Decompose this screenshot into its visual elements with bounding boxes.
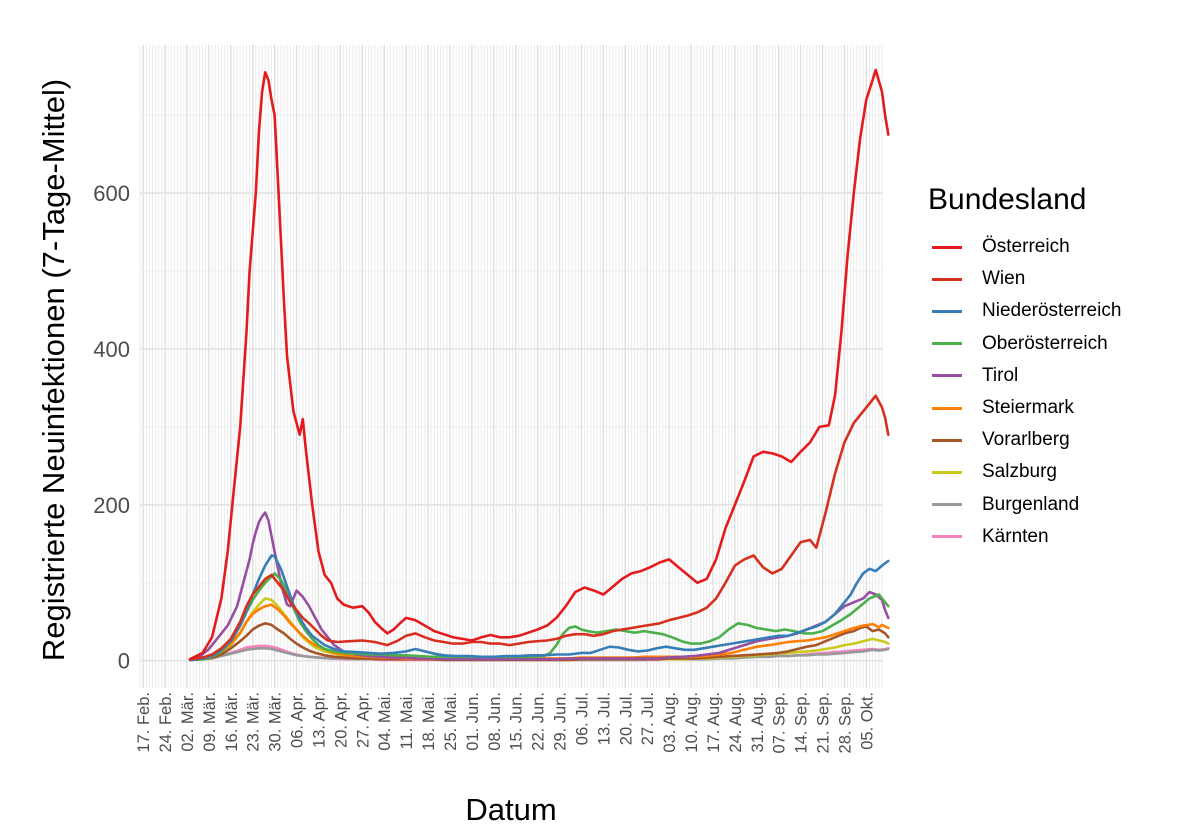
legend-label: Kärnten	[982, 525, 1049, 547]
x-tick-label: 06. Apr.	[289, 692, 307, 748]
x-tick-label: 04. Mai.	[376, 692, 394, 751]
legend-swatch	[932, 309, 962, 313]
major-gridlines	[140, 45, 882, 688]
series-line-oberösterreich	[188, 572, 890, 662]
x-tick-label: 20. Jul.	[617, 692, 635, 745]
y-axis-tick-labels: 0 200 400 600	[93, 181, 130, 674]
legend-label: Tirol	[982, 364, 1019, 386]
legend-label: Niederösterreich	[982, 300, 1122, 322]
x-tick-label: 16. Mär.	[223, 692, 241, 752]
legend-swatch	[932, 245, 962, 249]
x-tick-label: 25. Mai.	[442, 692, 460, 751]
x-tick-label: 14. Sep.	[793, 692, 811, 753]
x-tick-label: 11. Mai.	[398, 692, 416, 749]
x-tick-label: 21. Sep.	[815, 692, 833, 753]
x-tick-label: 28. Sep.	[836, 692, 854, 753]
y-tick-label: 200	[93, 493, 130, 518]
series-lines	[188, 68, 890, 662]
legend-swatch	[932, 470, 962, 474]
x-tick-label: 10. Aug.	[683, 692, 701, 753]
x-tick-label: 29. Jun.	[552, 692, 570, 751]
x-tick-label: 17. Feb.	[135, 692, 153, 753]
x-tick-label: 09. Mär.	[201, 692, 219, 752]
legend-label: Österreich	[982, 236, 1070, 258]
legend-swatch	[932, 277, 962, 281]
x-tick-label: 27. Apr.	[354, 692, 372, 748]
legend-items: Österreich Wien Niederösterreich Oberösterr…	[928, 231, 1188, 553]
x-tick-label: 17. Aug.	[705, 692, 723, 753]
legend: Bundesland Österreich Wien Niederösterreic…	[928, 183, 1188, 553]
x-tick-label: 08. Jun.	[486, 692, 504, 751]
legend-item: Oberösterreich	[928, 328, 1188, 360]
series-line-österreich	[188, 68, 890, 661]
legend-label: Oberösterreich	[982, 332, 1108, 354]
legend-label: Vorarlberg	[982, 429, 1070, 451]
x-tick-label: 27. Jul.	[639, 692, 657, 745]
x-tick-label: 24. Aug.	[727, 692, 745, 753]
legend-swatch	[932, 406, 962, 410]
minor-gridlines	[139, 45, 883, 688]
legend-label: Steiermark	[982, 397, 1074, 419]
y-tick-label: 400	[93, 337, 130, 362]
legend-item: Wien	[928, 263, 1188, 295]
x-tick-label: 03. Aug.	[661, 692, 679, 753]
legend-swatch	[932, 374, 962, 378]
legend-item: Steiermark	[928, 392, 1188, 424]
legend-label: Wien	[982, 268, 1026, 290]
legend-swatch	[932, 503, 962, 507]
x-tick-label: 05. Okt.	[858, 692, 876, 750]
x-tick-label: 18. Mai.	[420, 692, 438, 751]
y-tick-label: 0	[118, 649, 130, 674]
legend-swatch	[932, 342, 962, 346]
x-tick-label: 13. Apr.	[310, 692, 328, 748]
legend-item: Vorarlberg	[928, 424, 1188, 456]
x-tick-label: 15. Jun.	[508, 692, 526, 751]
x-axis-tick-labels: 17. Feb. 24. Feb. 02. Mär. 09. Mär. 16. Mär.…	[135, 692, 876, 753]
x-tick-label: 06. Jul.	[573, 692, 591, 745]
legend-item: Österreich	[928, 231, 1188, 263]
x-tick-label: 13. Jul.	[595, 692, 613, 745]
x-tick-label: 02. Mär.	[179, 692, 197, 752]
x-tick-label: 23. Mär.	[245, 692, 263, 752]
series-line-wien	[188, 394, 890, 661]
series-line-tirol	[188, 511, 890, 662]
legend-swatch	[932, 535, 962, 539]
legend-item: Salzburg	[928, 456, 1188, 488]
x-tick-label: 24. Feb.	[157, 692, 175, 753]
y-tick-label: 600	[93, 181, 130, 206]
legend-label: Burgenland	[982, 493, 1080, 515]
x-tick-label: 30. Mär.	[267, 692, 285, 752]
x-tick-label: 31. Aug.	[749, 692, 767, 753]
x-axis-label: Datum	[465, 792, 556, 827]
legend-label: Salzburg	[982, 461, 1057, 483]
x-tick-label: 01. Jun.	[464, 692, 482, 751]
legend-swatch	[932, 438, 962, 442]
x-tick-label: 07. Sep.	[771, 692, 789, 753]
series-line-niederösterreich	[188, 554, 890, 662]
x-tick-label: 20. Apr.	[332, 692, 350, 748]
y-axis-label: Registrierte Neuinfektionen (7-Tage-Mitt…	[36, 79, 71, 661]
legend-title: Bundesland	[928, 183, 1087, 216]
legend-item: Kärnten	[928, 521, 1188, 553]
x-tick-label: 22. Jun.	[530, 692, 548, 751]
legend-item: Niederösterreich	[928, 295, 1188, 327]
legend-item: Tirol	[928, 360, 1188, 392]
legend-item: Burgenland	[928, 489, 1188, 521]
